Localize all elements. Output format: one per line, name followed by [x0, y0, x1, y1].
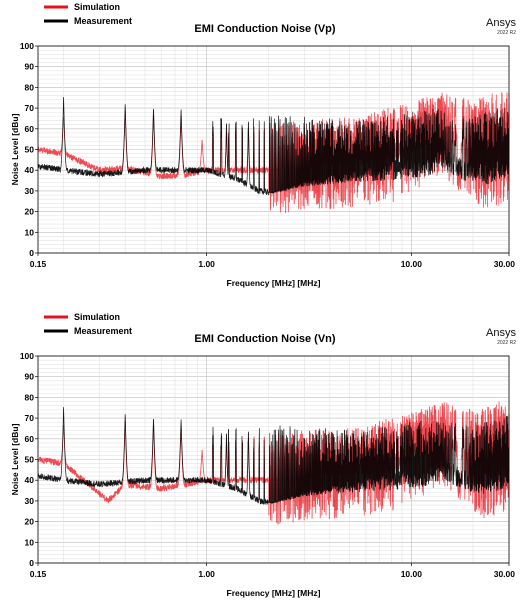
- x-axis: 0.15 1.00 10.00 30.00: [30, 563, 516, 579]
- y-tick-label: 80: [25, 392, 35, 402]
- legend: Simulation Measurement: [44, 2, 132, 26]
- y-tick-label: 60: [25, 434, 35, 444]
- legend-label-measurement: Measurement: [74, 16, 132, 26]
- y-tick-label: 90: [25, 62, 35, 72]
- legend: Simulation Measurement: [44, 312, 132, 336]
- y-tick-label: 40: [25, 165, 35, 175]
- chart-title: EMI Conduction Noise (Vp): [194, 23, 335, 35]
- y-tick-label: 100: [20, 41, 34, 51]
- brand-label: Ansys: [486, 17, 516, 29]
- version-label: 2022 R2: [497, 30, 516, 36]
- series-measurement-line: [37, 407, 510, 505]
- legend-label-measurement: Measurement: [74, 326, 132, 336]
- y-tick-label: 30: [25, 496, 35, 506]
- y-axis: 0 10 20 30 40 50 60 70 80 90 100: [20, 351, 38, 568]
- x-tick-label: 0.15: [30, 259, 47, 269]
- x-axis-label: Frequency [MHz] [MHz]: [227, 278, 321, 288]
- x-tick-label: 10.00: [401, 569, 423, 579]
- x-axis-label: Frequency [MHz] [MHz]: [227, 588, 321, 598]
- chart-1: Simulation Measurement EMI Conduction Nois…: [10, 2, 516, 288]
- y-tick-label: 60: [25, 124, 35, 134]
- version-label: 2022 R2: [497, 340, 516, 346]
- x-axis: 0.15 1.00 10.00 30.00: [30, 253, 516, 269]
- y-tick-label: 10: [25, 537, 35, 547]
- y-tick-label: 90: [25, 372, 35, 382]
- x-tick-label: 30.00: [494, 569, 516, 579]
- y-axis: 0 10 20 30 40 50 60 70 80 90 100: [20, 41, 38, 258]
- x-tick-label: 30.00: [494, 259, 516, 269]
- y-tick-label: 20: [25, 207, 35, 217]
- y-tick-label: 100: [20, 351, 34, 361]
- x-tick-label: 0.15: [30, 569, 47, 579]
- legend-label-simulation: Simulation: [74, 312, 120, 322]
- chart-2: Simulation Measurement EMI Conduction Nois…: [10, 312, 516, 598]
- y-tick-label: 20: [25, 517, 35, 527]
- x-tick-label: 10.00: [401, 259, 423, 269]
- y-tick-label: 70: [25, 103, 35, 113]
- y-tick-label: 10: [25, 227, 35, 237]
- y-tick-label: 0: [29, 248, 34, 258]
- y-axis-label: Noise Level [dBu]: [10, 423, 20, 495]
- legend-label-simulation: Simulation: [74, 2, 120, 12]
- y-axis-label: Noise Level [dBu]: [10, 113, 20, 185]
- y-tick-label: 70: [25, 413, 35, 423]
- y-tick-label: 50: [25, 145, 35, 155]
- x-tick-label: 1.00: [198, 259, 215, 269]
- y-tick-label: 80: [25, 82, 35, 92]
- y-tick-label: 0: [29, 558, 34, 568]
- y-tick-label: 30: [25, 186, 35, 196]
- y-tick-label: 40: [25, 475, 35, 485]
- x-tick-label: 1.00: [198, 569, 215, 579]
- y-tick-label: 50: [25, 455, 35, 465]
- series-measurement-line: [37, 97, 510, 195]
- chart-title: EMI Conduction Noise (Vn): [194, 333, 335, 345]
- brand-label: Ansys: [486, 327, 516, 339]
